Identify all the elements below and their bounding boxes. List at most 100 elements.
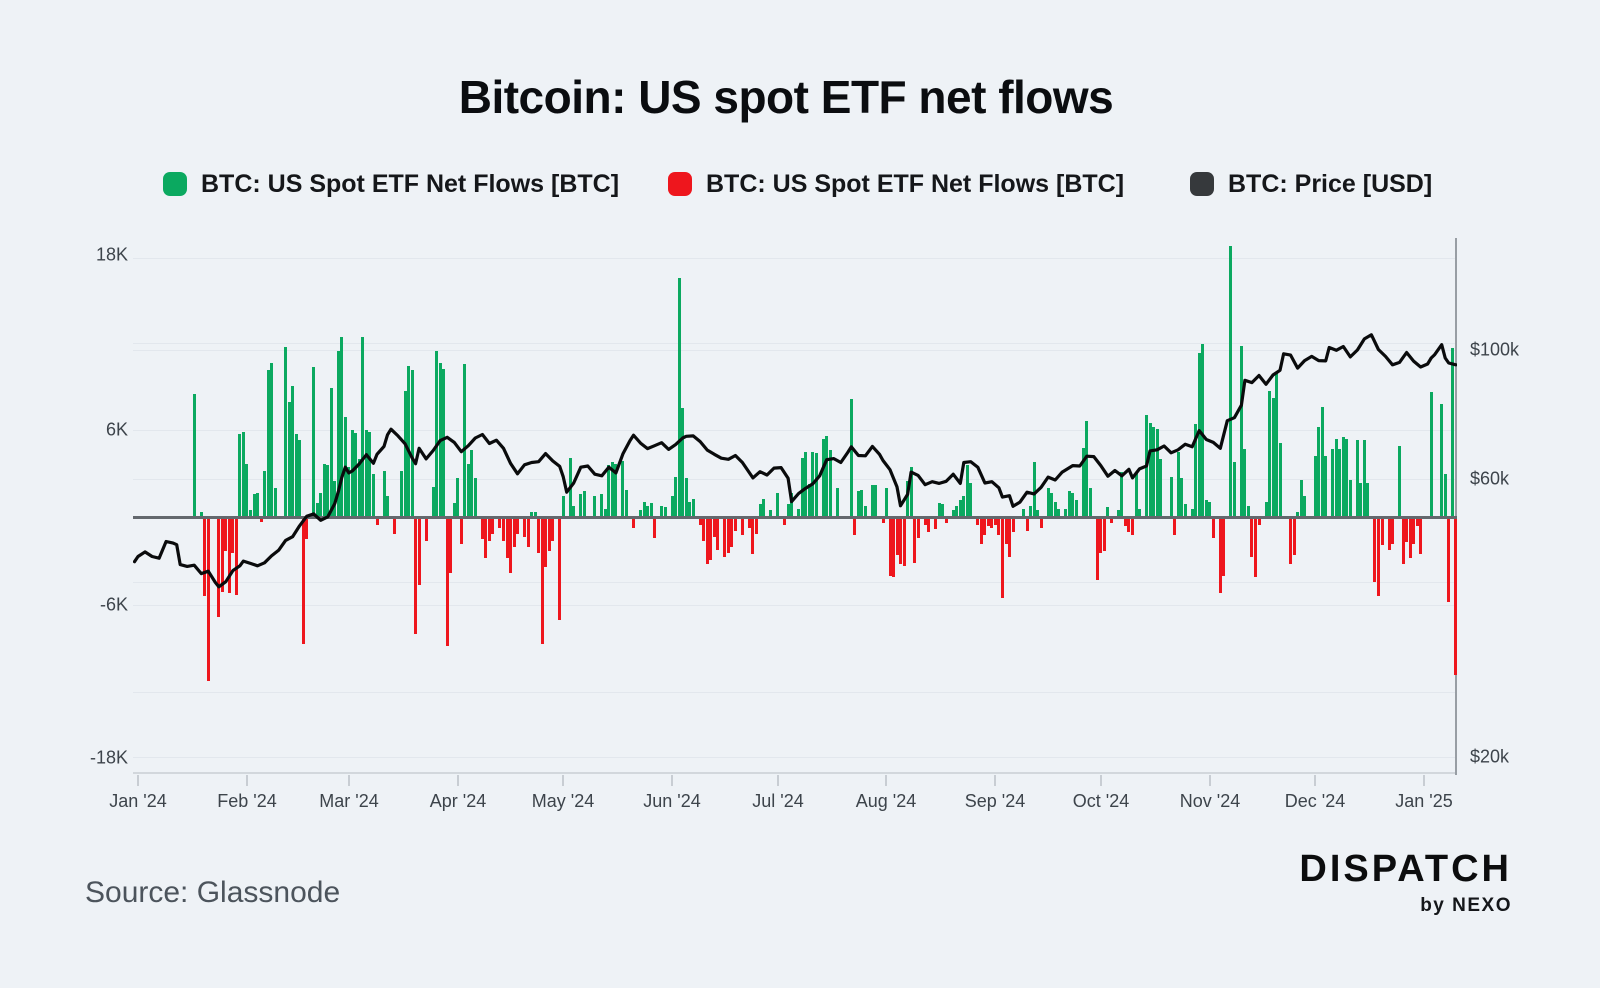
- x-tick-label: Mar '24: [319, 791, 379, 811]
- flow-bar: [1443, 473, 1447, 518]
- flow-bar: [969, 482, 973, 518]
- flow-bar: [1429, 392, 1433, 518]
- flow-bar: [350, 430, 354, 518]
- flow-bar: [856, 491, 860, 518]
- flow-bar: [473, 478, 477, 518]
- flow-bar: [1331, 449, 1335, 518]
- flow-bar: [747, 517, 751, 528]
- flow-bar: [452, 502, 456, 518]
- flow-bar: [653, 517, 657, 538]
- y-left-tick-label: -6K: [99, 594, 128, 615]
- flow-bar: [410, 370, 414, 518]
- flow-bar: [1148, 422, 1152, 518]
- flow-bar: [470, 450, 474, 518]
- flow-bar: [1387, 517, 1391, 550]
- flow-bar: [874, 485, 878, 518]
- flow-bar: [663, 507, 667, 518]
- flow-bar: [1292, 517, 1296, 556]
- flow-bar: [270, 363, 273, 518]
- gridline: [133, 343, 1457, 344]
- flow-bar: [273, 488, 277, 518]
- flow-bar: [733, 517, 737, 531]
- flow-bar: [294, 434, 298, 518]
- flow-bar: [312, 367, 316, 518]
- flow-bar: [199, 511, 203, 518]
- flow-bar: [769, 510, 772, 518]
- flow-bar: [941, 504, 945, 518]
- flow-bar: [505, 517, 509, 559]
- flow-bar: [252, 494, 256, 518]
- flow-bar: [354, 432, 358, 518]
- gridline: [133, 350, 1457, 351]
- flow-bar: [558, 517, 562, 620]
- x-tick-label: Jul '24: [752, 791, 804, 811]
- flow-bar: [1000, 517, 1004, 598]
- flow-bar: [1022, 508, 1025, 518]
- flow-bar: [357, 459, 361, 518]
- price-swatch-icon: [1190, 172, 1214, 196]
- flow-bar: [913, 517, 917, 563]
- flow-bar: [336, 351, 340, 518]
- flow-bar: [245, 463, 249, 518]
- flow-bar: [361, 336, 365, 518]
- flow-bar: [1447, 517, 1451, 603]
- flow-bar: [1071, 492, 1075, 518]
- flow-bar: [997, 517, 1001, 535]
- flow-bar: [375, 517, 379, 525]
- flow-bar: [712, 517, 716, 537]
- flow-bar: [220, 517, 224, 592]
- flow-bar: [1011, 517, 1015, 533]
- flow-bar: [906, 481, 910, 518]
- flow-bar: [301, 517, 305, 645]
- flow-bar: [863, 505, 867, 518]
- flow-bar: [403, 390, 407, 518]
- flow-bar: [256, 492, 259, 518]
- flow-bar: [498, 517, 502, 528]
- flow-bar: [642, 501, 646, 518]
- flow-bar: [1348, 479, 1352, 518]
- flow-bar: [466, 463, 470, 518]
- flow-bar: [1289, 517, 1293, 565]
- flow-bar: [319, 492, 323, 518]
- flow-bar: [1183, 504, 1187, 518]
- flow-bar: [502, 517, 505, 541]
- flow-bar: [1401, 517, 1405, 565]
- flow-bar: [1201, 344, 1205, 518]
- flow-bar: [1268, 390, 1271, 518]
- flow-bar: [414, 517, 418, 635]
- flow-bar: [1296, 511, 1300, 518]
- flow-bar: [1380, 517, 1384, 546]
- flow-bar: [1159, 459, 1163, 518]
- flow-bar: [435, 351, 439, 518]
- y-right-tick-label: $100k: [1470, 339, 1520, 360]
- flow-bar: [955, 505, 959, 518]
- flow-bar: [835, 488, 839, 518]
- flow-bar: [551, 517, 555, 541]
- x-tick: [457, 775, 459, 786]
- flow-bar: [1204, 500, 1208, 518]
- flow-bar: [790, 492, 794, 518]
- flow-bar: [670, 495, 674, 518]
- y-left-tick-label: 18K: [95, 244, 128, 265]
- flow-bar: [364, 430, 368, 518]
- flow-bar: [821, 438, 825, 518]
- flow-bar: [688, 501, 692, 518]
- flow-bar: [231, 517, 235, 553]
- x-tick-label: May '24: [531, 791, 595, 811]
- flow-bar: [234, 517, 238, 595]
- flow-bar: [1373, 517, 1377, 582]
- flow-bar: [962, 495, 966, 518]
- flow-bar: [417, 517, 421, 585]
- flow-bar: [206, 517, 210, 681]
- flow-bar: [582, 491, 586, 518]
- flow-bar: [291, 386, 295, 518]
- flow-bar: [937, 502, 941, 518]
- flow-bar: [241, 431, 245, 518]
- brand-byline: by NEXO: [1420, 895, 1512, 916]
- y-left-tick-label: 6K: [105, 419, 128, 440]
- x-tick: [137, 775, 139, 786]
- flow-bar: [677, 278, 681, 518]
- flow-bar: [916, 517, 920, 538]
- flow-bar: [979, 517, 983, 544]
- flow-bar: [1057, 508, 1061, 518]
